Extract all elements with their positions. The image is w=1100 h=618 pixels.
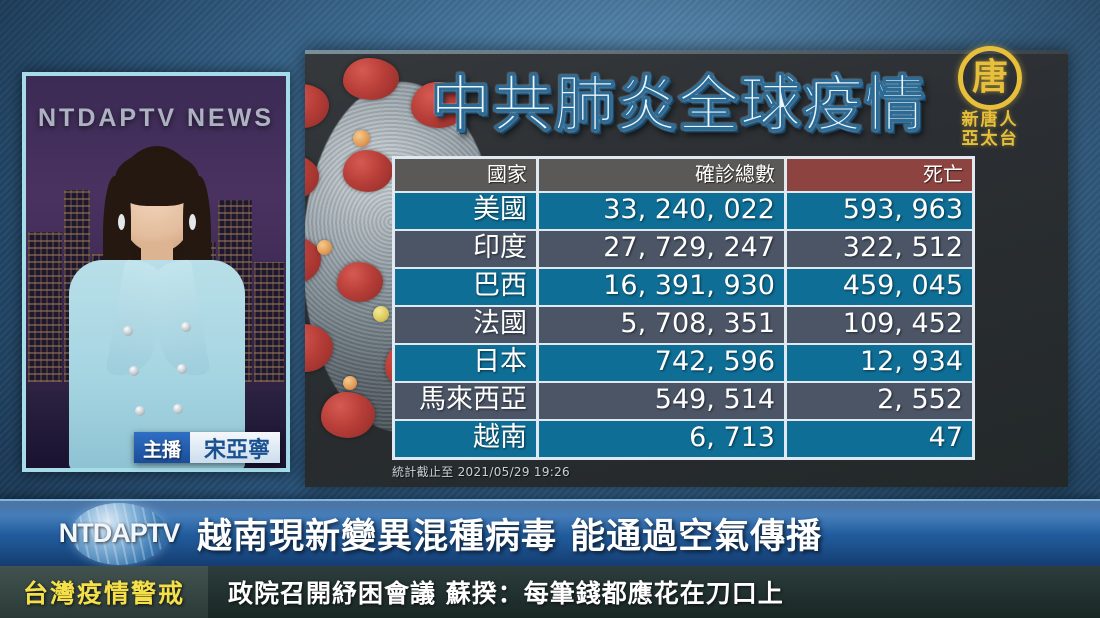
virus-nub — [317, 240, 332, 255]
anchor-earring-left — [118, 214, 125, 230]
news-anchor — [41, 138, 271, 468]
cell-deaths: 12, 934 — [787, 343, 972, 381]
virus-spike — [337, 262, 383, 302]
table-header-row: 國家 確診總數 死亡 — [395, 159, 972, 191]
table-row: 巴西 16, 391, 930 459, 045 — [395, 267, 972, 305]
jacket-button — [181, 322, 191, 332]
globe-icon — [71, 502, 167, 565]
virus-spike — [305, 84, 329, 128]
cell-country: 美國 — [395, 191, 539, 229]
covid-stats-table: 國家 確診總數 死亡 美國 33, 240, 022 593, 963 印度 2… — [392, 156, 975, 460]
table-row: 馬來西亞 549, 514 2, 552 — [395, 381, 972, 419]
cell-deaths: 47 — [787, 419, 972, 457]
jacket-button — [135, 406, 145, 416]
virus-nub — [373, 306, 389, 322]
cell-cases: 27, 729, 247 — [539, 229, 787, 267]
cell-deaths: 322, 512 — [787, 229, 972, 267]
news-ticker-bar: 台灣疫情警戒 政院召開紓困會議 蘇揆：每筆錢都應花在刀口上 — [0, 566, 1100, 618]
logo-line-1: 新唐人 — [961, 110, 1019, 130]
virus-nub — [343, 376, 357, 390]
cell-country: 巴西 — [395, 267, 539, 305]
virus-spike — [343, 150, 393, 192]
graphic-title: 中共肺炎全球疫情 — [429, 69, 927, 140]
cell-cases: 5, 708, 351 — [539, 305, 787, 343]
column-header-country: 國家 — [395, 159, 539, 191]
logo-line-2: 亞太台 — [961, 129, 1019, 149]
column-header-deaths: 死亡 — [787, 159, 972, 191]
anchor-earring-right — [189, 214, 196, 230]
headline-lower-third: NTDAPTV 越南現新變異混種病毒 能通過空氣傳播 — [0, 499, 1100, 566]
table-row: 美國 33, 240, 022 593, 963 — [395, 191, 972, 229]
tang-circle-icon: 唐 — [958, 46, 1022, 110]
virus-spike — [321, 392, 375, 438]
virus-spike — [411, 82, 467, 128]
anchor-nameplate: 主播 宋亞寧 — [134, 432, 281, 463]
cell-country: 印度 — [395, 229, 539, 267]
jacket-button — [173, 404, 183, 414]
skyline-building — [28, 232, 62, 382]
cell-cases: 6, 713 — [539, 419, 787, 457]
cell-country: 越南 — [395, 419, 539, 457]
cell-cases: 16, 391, 930 — [539, 267, 787, 305]
panel-top-sheen — [305, 50, 1068, 54]
tang-glyph: 唐 — [971, 57, 1008, 98]
table-row: 日本 742, 596 12, 934 — [395, 343, 972, 381]
virus-spike — [343, 58, 399, 100]
table-row: 越南 6, 713 47 — [395, 419, 972, 457]
skyline-building — [254, 262, 284, 382]
ticker-category-label: 台灣疫情警戒 — [0, 566, 208, 618]
cell-country: 法國 — [395, 305, 539, 343]
cell-country: 馬來西亞 — [395, 381, 539, 419]
cell-deaths: 593, 963 — [787, 191, 972, 229]
anchor-role-badge: 主播 — [134, 432, 191, 463]
jacket-button — [177, 364, 187, 374]
cell-cases: 549, 514 — [539, 381, 787, 419]
ticker-headline-text: 政院召開紓困會議 蘇揆：每筆錢都應花在刀口上 — [228, 579, 784, 608]
cell-deaths: 459, 045 — [787, 267, 972, 305]
headline-text: 越南現新變異混種病毒 能通過空氣傳播 — [197, 517, 823, 557]
jacket-button — [129, 366, 139, 376]
stats-timestamp: 統計截止至 2021/05/29 19:26 — [392, 465, 570, 479]
table-row: 法國 5, 708, 351 109, 452 — [395, 305, 972, 343]
table-row: 印度 27, 729, 247 322, 512 — [395, 229, 972, 267]
anchor-video-panel: NTDAPTV NEWS — [22, 72, 290, 472]
cell-deaths: 2, 552 — [787, 381, 972, 419]
channel-logo: 唐 新唐人 亞太台 — [938, 46, 1042, 149]
cell-cases: 33, 240, 022 — [539, 191, 787, 229]
ticker-channel-logo: NTDAPTV — [57, 502, 181, 565]
virus-nub — [353, 130, 370, 147]
column-header-cases: 確診總數 — [539, 159, 787, 191]
cell-deaths: 109, 452 — [787, 305, 972, 343]
ticker-logo-label: NTDAPTV — [58, 518, 180, 548]
jacket-button — [123, 326, 133, 336]
cell-country: 日本 — [395, 343, 539, 381]
anchor-name-label: 宋亞寧 — [190, 432, 281, 463]
studio-watermark: NTDAPTV NEWS — [38, 104, 274, 132]
cell-cases: 742, 596 — [539, 343, 787, 381]
